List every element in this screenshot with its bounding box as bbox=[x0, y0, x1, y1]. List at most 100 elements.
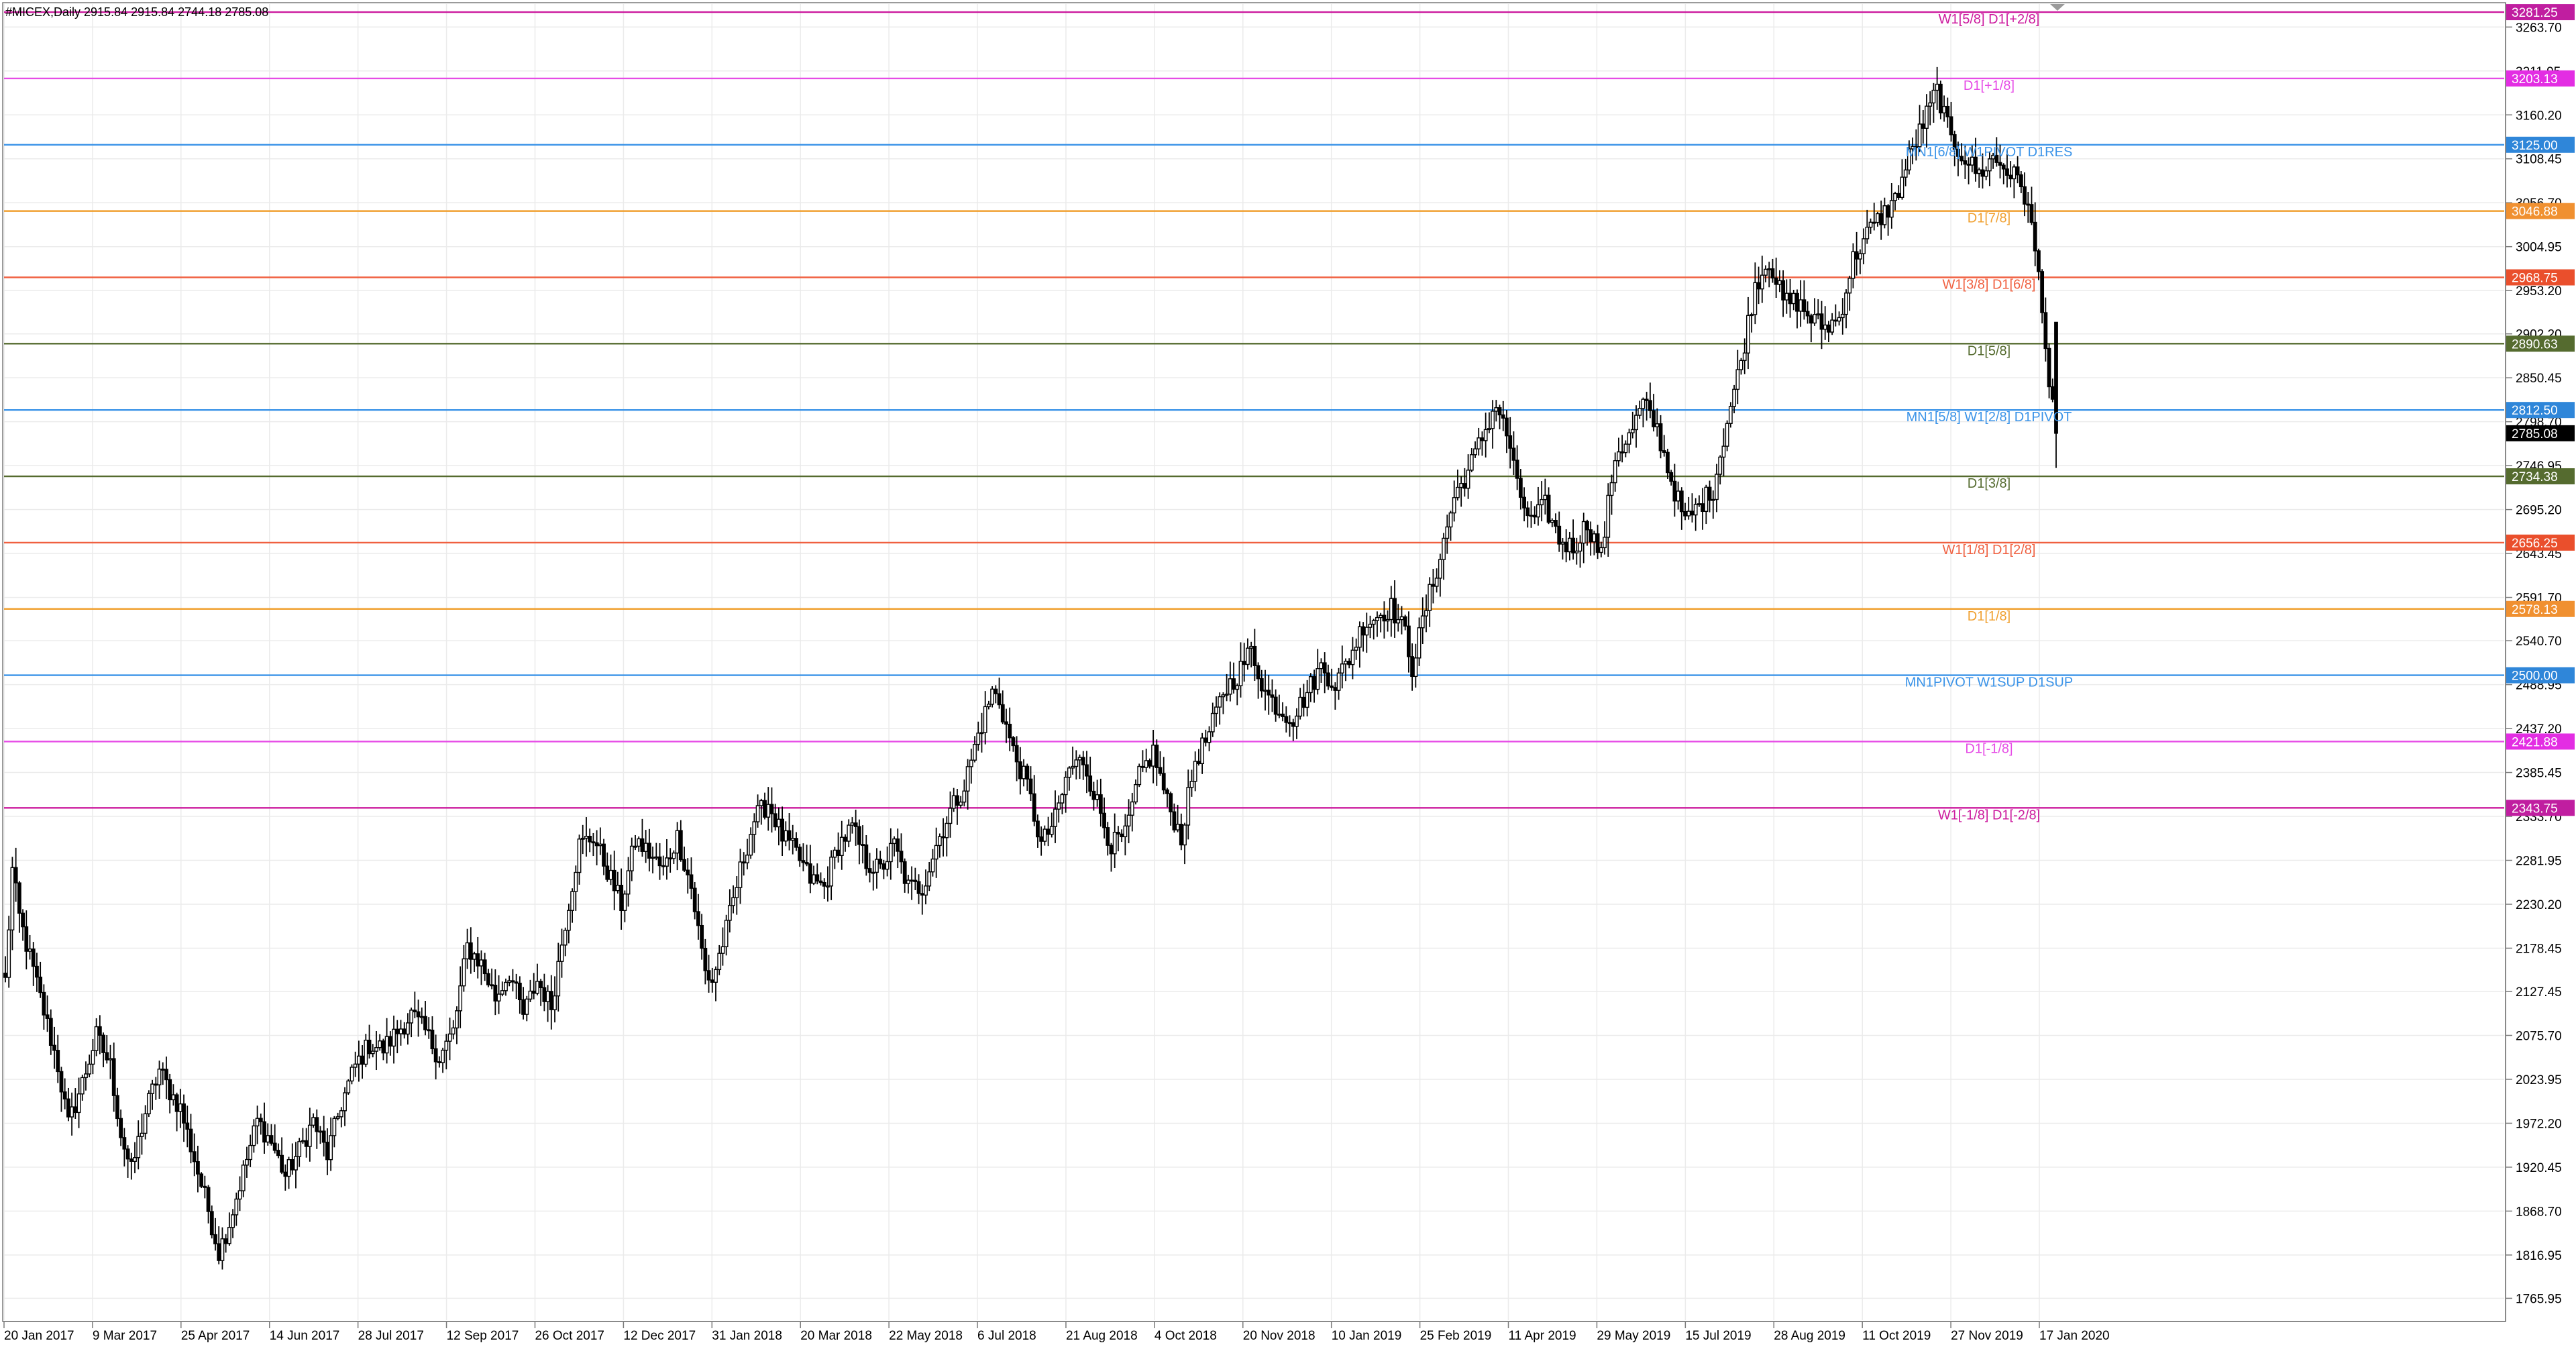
candle-bull bbox=[1606, 494, 1611, 538]
candle-bull bbox=[1742, 352, 1747, 362]
chart-shift-marker-icon[interactable] bbox=[2050, 4, 2065, 11]
candlestick-series bbox=[3, 66, 2058, 1270]
candle-bear bbox=[1232, 678, 1236, 690]
candle-bull bbox=[1319, 662, 1324, 669]
candle-bear bbox=[476, 953, 480, 967]
candle-bull bbox=[1442, 537, 1446, 560]
candle-bear bbox=[1788, 292, 1792, 305]
candle-bull bbox=[266, 1135, 270, 1143]
candle-bear bbox=[521, 999, 525, 1015]
candle-bear bbox=[223, 1238, 228, 1244]
candle-bull bbox=[10, 867, 15, 931]
level-price-tag bbox=[2506, 335, 2575, 352]
candle-bull bbox=[1925, 105, 1929, 129]
candle-bull bbox=[335, 1116, 340, 1119]
candle-bear bbox=[1000, 704, 1005, 722]
y-tick-label: 2540.70 bbox=[2516, 635, 2562, 649]
x-tick-label: 9 Mar 2017 bbox=[93, 1329, 157, 1343]
candle-bull bbox=[1697, 503, 1701, 506]
candle-bear bbox=[994, 688, 998, 694]
candle-bear bbox=[1301, 696, 1306, 708]
x-tick-label: 17 Jan 2020 bbox=[2039, 1329, 2110, 1343]
candle-bear bbox=[2040, 271, 2045, 313]
level-price-tag-label: 2578.13 bbox=[2512, 603, 2558, 617]
candle-bull bbox=[2012, 166, 2017, 180]
candle-bull bbox=[507, 980, 512, 983]
candle-bear bbox=[290, 1159, 294, 1171]
candle-bull bbox=[1077, 757, 1082, 761]
candle-bull bbox=[294, 1156, 298, 1171]
candle-bull bbox=[1529, 515, 1534, 517]
candle-bull bbox=[1368, 623, 1373, 628]
candle-bull bbox=[598, 843, 602, 847]
level-price-tag-label: 2890.63 bbox=[2512, 337, 2558, 352]
candle-bear bbox=[1914, 146, 1919, 148]
level-price-tag bbox=[2506, 402, 2575, 419]
level-price-tag-label: 2968.75 bbox=[2512, 271, 2558, 285]
candle-bear bbox=[119, 1118, 123, 1138]
candle-bull bbox=[790, 838, 795, 841]
candle-bear bbox=[395, 1028, 400, 1034]
candle-bull bbox=[84, 1073, 88, 1079]
candle-bull bbox=[157, 1069, 162, 1085]
time-axis[interactable]: 20 Jan 2017 9 Mar 2017 25 Apr 2017 14 Jun 2… bbox=[3, 1321, 2110, 1343]
candle-bull bbox=[1715, 474, 1719, 500]
candle-bear bbox=[62, 1091, 67, 1099]
candle-bull bbox=[455, 1010, 459, 1029]
candle-bull bbox=[1942, 105, 1946, 113]
candle-bear bbox=[1658, 423, 1663, 451]
candle-bull bbox=[1144, 760, 1148, 768]
candle-bear bbox=[3, 972, 7, 978]
candle-bull bbox=[343, 1092, 347, 1112]
candle-bear bbox=[381, 1040, 386, 1054]
candle-bear bbox=[773, 813, 777, 828]
candle-bear bbox=[902, 861, 907, 884]
candle-bear bbox=[798, 847, 802, 861]
candle-bear bbox=[703, 947, 708, 971]
candle-bull bbox=[1042, 828, 1047, 842]
candle-bull bbox=[462, 958, 466, 987]
candle-bull bbox=[76, 1093, 81, 1114]
candle-bear bbox=[741, 861, 746, 864]
candle-bear bbox=[1620, 451, 1625, 453]
candle-bear bbox=[1557, 525, 1562, 545]
candle-bull bbox=[1210, 712, 1215, 733]
candle-bull bbox=[307, 1124, 312, 1147]
candle-bear bbox=[402, 1028, 407, 1035]
candle-bear bbox=[1652, 410, 1656, 427]
candle-bull bbox=[227, 1227, 231, 1244]
candle-bull bbox=[731, 897, 735, 906]
level-price-tag-label: 2500.00 bbox=[2512, 669, 2558, 684]
candle-bear bbox=[1252, 645, 1257, 666]
candle-bull bbox=[1364, 627, 1369, 636]
level-price-tag-label: 3281.25 bbox=[2512, 6, 2558, 20]
candle-bull bbox=[1862, 238, 1866, 254]
level-price-tag bbox=[2506, 667, 2575, 684]
y-tick-label: 2127.45 bbox=[2516, 985, 2562, 1000]
candle-bull bbox=[784, 830, 788, 842]
candle-bull bbox=[364, 1039, 368, 1065]
candle-bull bbox=[108, 1058, 113, 1061]
candle-bear bbox=[1701, 503, 1705, 512]
candle-bull bbox=[392, 1028, 396, 1047]
candle-bull bbox=[888, 843, 893, 863]
candle-bear bbox=[217, 1243, 221, 1261]
y-tick-label: 2178.45 bbox=[2516, 942, 2562, 956]
candle-bull bbox=[1753, 282, 1758, 315]
candle-bull bbox=[1022, 765, 1026, 779]
candle-bear bbox=[1147, 760, 1152, 767]
level-label: D1[3/8] bbox=[1968, 476, 2010, 491]
y-tick-label: 2075.70 bbox=[2516, 1029, 2562, 1043]
candle-bull bbox=[409, 1010, 414, 1024]
candle-bull bbox=[776, 818, 781, 828]
candle-bull bbox=[1847, 278, 1852, 294]
candle-bear bbox=[1203, 737, 1208, 743]
level-price-tag-label: 2343.75 bbox=[2512, 802, 2558, 816]
level-label: W1[1/8] D1[2/8] bbox=[1943, 543, 2036, 557]
candle-bull bbox=[496, 993, 501, 1002]
candle-bear bbox=[416, 1011, 421, 1018]
candle-bear bbox=[920, 893, 924, 896]
candle-bull bbox=[633, 845, 637, 848]
